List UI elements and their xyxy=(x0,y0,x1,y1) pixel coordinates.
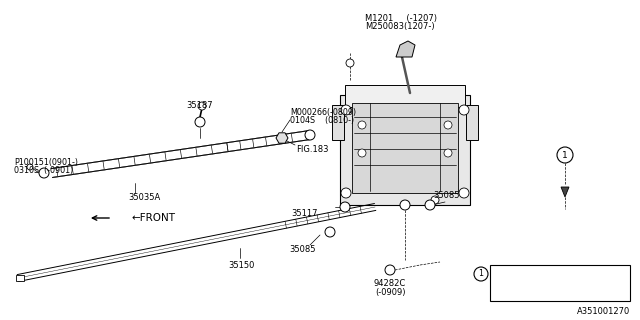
Text: 35085: 35085 xyxy=(289,245,316,254)
Circle shape xyxy=(195,117,205,127)
Circle shape xyxy=(358,149,366,157)
Text: ←FRONT: ←FRONT xyxy=(132,213,176,223)
Text: A351001270: A351001270 xyxy=(577,307,630,316)
Text: M000266(-0809): M000266(-0809) xyxy=(290,108,356,116)
Circle shape xyxy=(400,200,410,210)
Circle shape xyxy=(325,227,335,237)
Polygon shape xyxy=(396,41,415,57)
Circle shape xyxy=(346,59,354,67)
Bar xyxy=(352,103,458,193)
Circle shape xyxy=(198,102,206,110)
Circle shape xyxy=(431,196,439,204)
Circle shape xyxy=(340,202,350,212)
Text: (1209-): (1209-) xyxy=(573,287,603,297)
Circle shape xyxy=(27,164,33,170)
Circle shape xyxy=(358,121,366,129)
Polygon shape xyxy=(276,133,288,143)
Text: 35150: 35150 xyxy=(228,260,254,269)
Text: 94282C: 94282C xyxy=(374,278,406,287)
Bar xyxy=(466,105,478,140)
Circle shape xyxy=(459,188,469,198)
Text: 1: 1 xyxy=(479,269,483,278)
Text: M250083(1207-): M250083(1207-) xyxy=(365,22,435,31)
Text: M1201     (-1207): M1201 (-1207) xyxy=(365,13,437,22)
Text: 1: 1 xyxy=(562,150,568,159)
Circle shape xyxy=(341,105,351,115)
Bar xyxy=(16,275,24,281)
Circle shape xyxy=(557,147,573,163)
Bar xyxy=(340,95,470,205)
Text: W410038: W410038 xyxy=(499,269,537,278)
Text: (-0909): (-0909) xyxy=(375,287,405,297)
Circle shape xyxy=(279,135,285,141)
Circle shape xyxy=(459,105,469,115)
Text: 35085: 35085 xyxy=(433,190,460,199)
Circle shape xyxy=(39,168,49,178)
Text: (-1209): (-1209) xyxy=(573,269,603,278)
Circle shape xyxy=(385,265,395,275)
Circle shape xyxy=(425,200,435,210)
Text: 35187: 35187 xyxy=(187,100,213,109)
Bar xyxy=(490,265,630,301)
Bar xyxy=(332,105,344,140)
Circle shape xyxy=(444,121,452,129)
Circle shape xyxy=(474,267,488,281)
Text: 35035A: 35035A xyxy=(128,194,160,203)
Circle shape xyxy=(444,149,452,157)
Polygon shape xyxy=(561,187,569,197)
Text: P100151(0901-): P100151(0901-) xyxy=(14,157,78,166)
Bar xyxy=(345,85,465,107)
Text: 0310S  (-0901): 0310S (-0901) xyxy=(14,166,73,175)
Text: W410045: W410045 xyxy=(499,287,537,297)
Text: 35117: 35117 xyxy=(291,210,318,219)
Text: 0104S    (0810-): 0104S (0810-) xyxy=(290,116,354,125)
Circle shape xyxy=(341,188,351,198)
Circle shape xyxy=(305,130,315,140)
Text: FIG.183: FIG.183 xyxy=(296,146,328,155)
